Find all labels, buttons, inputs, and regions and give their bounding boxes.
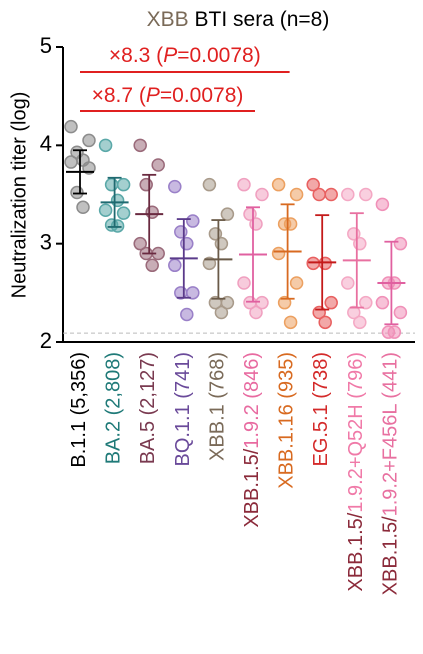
x-tick-label: XBB.1.5/1.9.2+Q52H (796) [345,352,367,592]
x-tick-label-part: XBB.1 (768) [207,352,229,461]
data-point [387,325,402,339]
data-point [375,295,390,310]
data-point [174,225,188,239]
x-tick-label-part: 1.9.2+F456L (441) [380,352,402,516]
data-point [98,138,113,153]
x-tick-label: XBB.1.16 (935) [276,352,298,489]
data-point [116,206,131,220]
title-part: XBB [147,8,189,31]
x-tick-label-part: XBB.1.5/ [345,512,367,591]
data-point [186,214,200,228]
data-point [133,236,147,251]
y-tick-label: 2 [40,328,52,353]
data-point [180,236,194,251]
data-point [168,258,182,273]
annotation-part: ×8.7 ( [92,84,146,107]
annotation-part: P [146,84,160,107]
data-point [283,217,298,231]
data-point [312,187,326,202]
x-tick-label-part: XBB.1.5/ [380,516,402,595]
x-tick-label: XBB.1.5/1.9.2 (846) [241,352,263,528]
data-point [255,187,269,202]
data-point [220,207,235,221]
data-point [324,295,338,310]
data-point [116,177,131,192]
data-point [133,138,147,153]
data-point [359,187,373,202]
data-point [277,295,292,310]
x-tick-label: BA.5 (2,127) [137,352,159,464]
x-tick-label: B.1.1 (5,356) [68,352,90,468]
data-point [359,295,373,310]
data-point [64,155,78,169]
data-point [110,219,125,233]
data-point [289,276,304,290]
data-point [306,177,320,192]
data-point [214,236,229,251]
data-point [393,236,408,251]
y-axis-label: Neutralization titer (log) [8,92,30,299]
data-point [180,307,194,322]
data-point [347,305,361,320]
data-point [168,179,182,194]
data-point [202,177,217,192]
x-tick-label-part: 1.9.2 (846) [241,352,263,449]
data-point [283,315,298,330]
data-point [151,158,165,172]
data-point [64,119,78,134]
data-point [82,133,96,148]
data-point [375,197,390,212]
data-point [104,177,119,192]
x-tick-label-part: XBB.1.5/ [241,448,263,527]
data-point [98,203,113,217]
data-point [145,205,159,219]
data-point [139,177,153,192]
data-point [353,315,367,330]
x-tick-label-part: BQ.1.1 (741) [172,352,194,467]
data-point [249,217,263,231]
x-tick-label-part: B.1.1 (5,356) [68,352,90,468]
data-point [145,258,159,273]
annotation-part: ×8.3 ( [109,44,163,67]
y-tick-label: 3 [40,229,52,254]
data-point [76,200,90,215]
y-tick-label: 4 [40,131,52,156]
annotation-part: =0.0078) [160,84,244,107]
data-point [208,295,223,310]
data-point [341,276,355,290]
annotation: ×8.7 (P=0.0078) [92,84,244,107]
x-tick-label-part: EG.5.1 (738) [310,352,332,467]
annotation: ×8.3 (P=0.0078) [109,44,261,67]
data-point [353,236,367,251]
annotation-part: =0.0078) [177,44,261,67]
data-point [341,187,355,202]
data-point [289,187,304,202]
x-tick-label-part: 1.9.2+Q52H (796) [345,352,367,513]
data-point [271,246,286,261]
x-tick-label: XBB.1.5/1.9.2+F456L (441) [380,352,402,595]
data-point [249,305,263,320]
data-point [237,276,251,290]
x-tick-label-part: BA.2 (2,808) [103,352,125,464]
data-point [318,315,332,330]
title-part: BTI sera (n=8) [189,8,330,31]
x-tick-label: XBB.1 (768) [207,352,229,461]
annotation-part: P [163,44,177,67]
data-point [324,187,338,202]
x-tick-label: EG.5.1 (738) [310,352,332,467]
data-point [70,185,84,200]
data-point [271,177,286,192]
x-tick-label-part: XBB.1.16 (935) [276,352,298,489]
chart-title: XBB BTI sera (n=8) [147,8,330,31]
x-tick-label: BA.2 (2,808) [103,352,125,464]
y-tick-label: 5 [40,33,52,58]
data-point [393,305,408,320]
data-point [214,305,229,320]
data-point [237,177,251,192]
x-tick-label-part: BA.5 (2,127) [137,352,159,464]
data-point [110,193,125,208]
x-tick-label: BQ.1.1 (741) [172,352,194,467]
